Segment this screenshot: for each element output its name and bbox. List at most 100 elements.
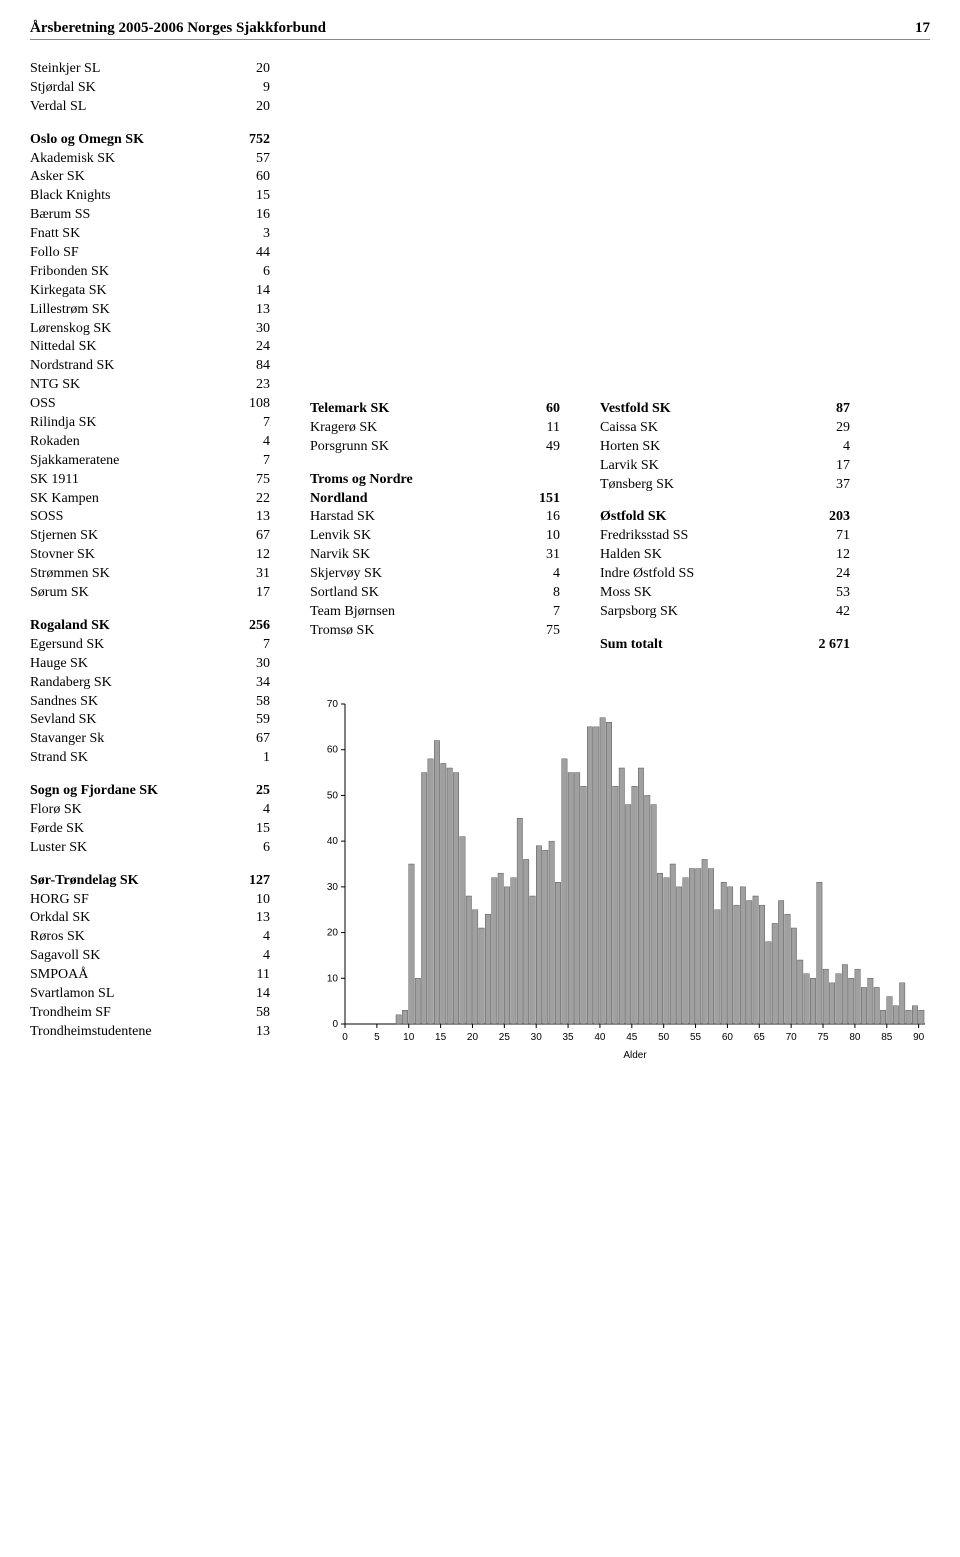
- club-name: Florø SK: [30, 801, 82, 820]
- club-name: Rogaland SK: [30, 617, 110, 636]
- club-row: Fribonden SK6: [30, 263, 270, 282]
- club-row: Østfold SK203: [600, 508, 850, 527]
- club-name: Nordland: [310, 490, 368, 509]
- club-count: 13: [256, 909, 270, 928]
- club-row: Fnatt SK 3: [30, 225, 270, 244]
- club-row: Sagavoll SK4: [30, 947, 270, 966]
- club-name: Kirkegata SK: [30, 282, 107, 301]
- club-row: Sjakkameratene7: [30, 452, 270, 471]
- club-count: 10: [256, 891, 270, 910]
- club-row: OSS108: [30, 395, 270, 414]
- club-row: Indre Østfold SS24: [600, 565, 850, 584]
- club-count: 4: [263, 433, 270, 452]
- club-row: Telemark SK60: [310, 400, 560, 419]
- club-count: 37: [836, 476, 850, 495]
- club-name: Stjernen SK: [30, 527, 98, 546]
- svg-text:65: 65: [754, 1032, 766, 1043]
- club-count: 49: [546, 438, 560, 457]
- club-name: Fnatt SK: [30, 225, 80, 244]
- club-count: 87: [836, 400, 850, 419]
- club-name: Moss SK: [600, 584, 652, 603]
- club-name: Strand SK: [30, 749, 88, 768]
- club-count: 4: [263, 947, 270, 966]
- club-count: 20: [256, 60, 270, 79]
- club-row: Lillestrøm SK13: [30, 301, 270, 320]
- club-name: Telemark SK: [310, 400, 389, 419]
- club-name: Røros SK: [30, 928, 85, 947]
- club-count: 9: [263, 79, 270, 98]
- club-count: 7: [263, 414, 270, 433]
- club-count: 29: [836, 419, 850, 438]
- club-count: 11: [257, 966, 270, 985]
- svg-text:15: 15: [435, 1032, 447, 1043]
- club-row: Tønsberg SK 37: [600, 476, 850, 495]
- svg-text:Alder: Alder: [623, 1050, 647, 1061]
- club-row: Strand SK1: [30, 749, 270, 768]
- club-row: Verdal SL20: [30, 98, 270, 117]
- club-count: 256: [249, 617, 270, 636]
- svg-text:85: 85: [881, 1032, 893, 1043]
- svg-text:5: 5: [374, 1032, 380, 1043]
- club-row: HORG SF10: [30, 891, 270, 910]
- club-count: 7: [263, 452, 270, 471]
- svg-text:20: 20: [467, 1032, 479, 1043]
- club-row: Black Knights15: [30, 187, 270, 206]
- club-name: Verdal SL: [30, 98, 86, 117]
- club-count: 127: [249, 872, 270, 891]
- club-count: 4: [843, 438, 850, 457]
- club-count: 30: [256, 655, 270, 674]
- club-row: SK Kampen22: [30, 490, 270, 509]
- club-row: Luster SK6: [30, 839, 270, 858]
- club-row: Sogn og Fjordane SK25: [30, 782, 270, 801]
- club-name: Black Knights: [30, 187, 111, 206]
- club-count: 23: [256, 376, 270, 395]
- club-row: Lenvik SK10: [310, 527, 560, 546]
- club-name: Stjørdal SK: [30, 79, 96, 98]
- club-name: Førde SK: [30, 820, 84, 839]
- club-count: 6: [263, 839, 270, 858]
- club-row: Halden SK12: [600, 546, 850, 565]
- club-count: 3: [263, 225, 270, 244]
- age-histogram: 0102030405060700510152025303540455055606…: [310, 694, 930, 1069]
- club-count: 31: [256, 565, 270, 584]
- club-row: Nittedal SK24: [30, 338, 270, 357]
- club-row: Sortland SK8: [310, 584, 560, 603]
- club-name: Troms og Nordre: [310, 471, 413, 490]
- club-count: 30: [256, 320, 270, 339]
- club-row: Caissa SK 29: [600, 419, 850, 438]
- club-group: Steinkjer SL20Stjørdal SK9Verdal SL20: [30, 60, 270, 117]
- club-name: Kragerø SK: [310, 419, 377, 438]
- club-row: Randaberg SK34: [30, 674, 270, 693]
- club-row: Horten SK4: [600, 438, 850, 457]
- svg-text:70: 70: [327, 699, 339, 710]
- club-row: Stavanger Sk67: [30, 730, 270, 749]
- club-row: Lørenskog SK30: [30, 320, 270, 339]
- club-row: Team Bjørnsen7: [310, 603, 560, 622]
- report-title: Årsberetning 2005-2006 Norges Sjakkforbu…: [30, 20, 326, 37]
- club-row: Larvik SK17: [600, 457, 850, 476]
- club-row: Kragerø SK11: [310, 419, 560, 438]
- age-histogram-svg: 0102030405060700510152025303540455055606…: [310, 694, 930, 1064]
- column-left: Steinkjer SL20Stjørdal SK9Verdal SL20Osl…: [30, 60, 270, 1069]
- club-row: Narvik SK31: [310, 546, 560, 565]
- club-name: Trondheim SF: [30, 1004, 111, 1023]
- club-count: 71: [836, 527, 850, 546]
- club-group: Oslo og Omegn SK752Akademisk SK57Asker S…: [30, 131, 270, 603]
- club-row: Rokaden4: [30, 433, 270, 452]
- club-count: 31: [546, 546, 560, 565]
- club-name: Porsgrunn SK: [310, 438, 389, 457]
- club-name: Sortland SK: [310, 584, 379, 603]
- club-count: 15: [256, 820, 270, 839]
- club-name: Tønsberg SK: [600, 476, 674, 495]
- club-row: Røros SK4: [30, 928, 270, 947]
- club-count: 16: [546, 508, 560, 527]
- svg-text:30: 30: [327, 882, 339, 893]
- club-name: Lenvik SK: [310, 527, 371, 546]
- club-row: Follo SF44: [30, 244, 270, 263]
- club-name: Trondheimstudentene: [30, 1023, 152, 1042]
- club-name: Sogn og Fjordane SK: [30, 782, 158, 801]
- club-name: Caissa SK: [600, 419, 658, 438]
- club-name: Nordstrand SK: [30, 357, 114, 376]
- club-name: Sandnes SK: [30, 693, 98, 712]
- svg-text:90: 90: [913, 1032, 925, 1043]
